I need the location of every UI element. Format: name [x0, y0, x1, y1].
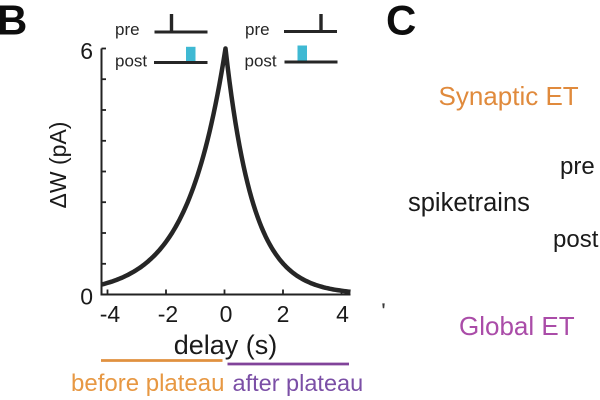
svg-text:0: 0 [80, 284, 93, 310]
svg-text:Synaptic ET: Synaptic ET [439, 81, 579, 111]
svg-text:ΔW (pA): ΔW (pA) [45, 122, 71, 209]
svg-text:2: 2 [277, 301, 290, 327]
svg-text:pre: pre [245, 20, 270, 39]
svg-text:post: post [245, 52, 277, 71]
svg-text:4: 4 [336, 301, 349, 327]
svg-text:0: 0 [220, 301, 233, 327]
svg-text:-2: -2 [158, 301, 178, 327]
svg-text:before plateau: before plateau [71, 370, 224, 397]
svg-text:Global ET: Global ET [459, 311, 575, 341]
svg-text:post: post [115, 52, 147, 71]
svg-text:spiketrains: spiketrains [408, 189, 530, 217]
svg-text:-4: -4 [100, 301, 121, 327]
svg-text:pre: pre [560, 153, 595, 180]
svg-text:C: C [386, 0, 416, 44]
svg-text:after plateau: after plateau [233, 370, 364, 396]
svg-text:6: 6 [80, 38, 93, 64]
svg-text:delay (s): delay (s) [174, 330, 278, 360]
svg-text:B: B [0, 0, 27, 44]
svg-text:pre: pre [115, 20, 140, 39]
svg-text:post: post [553, 226, 599, 253]
